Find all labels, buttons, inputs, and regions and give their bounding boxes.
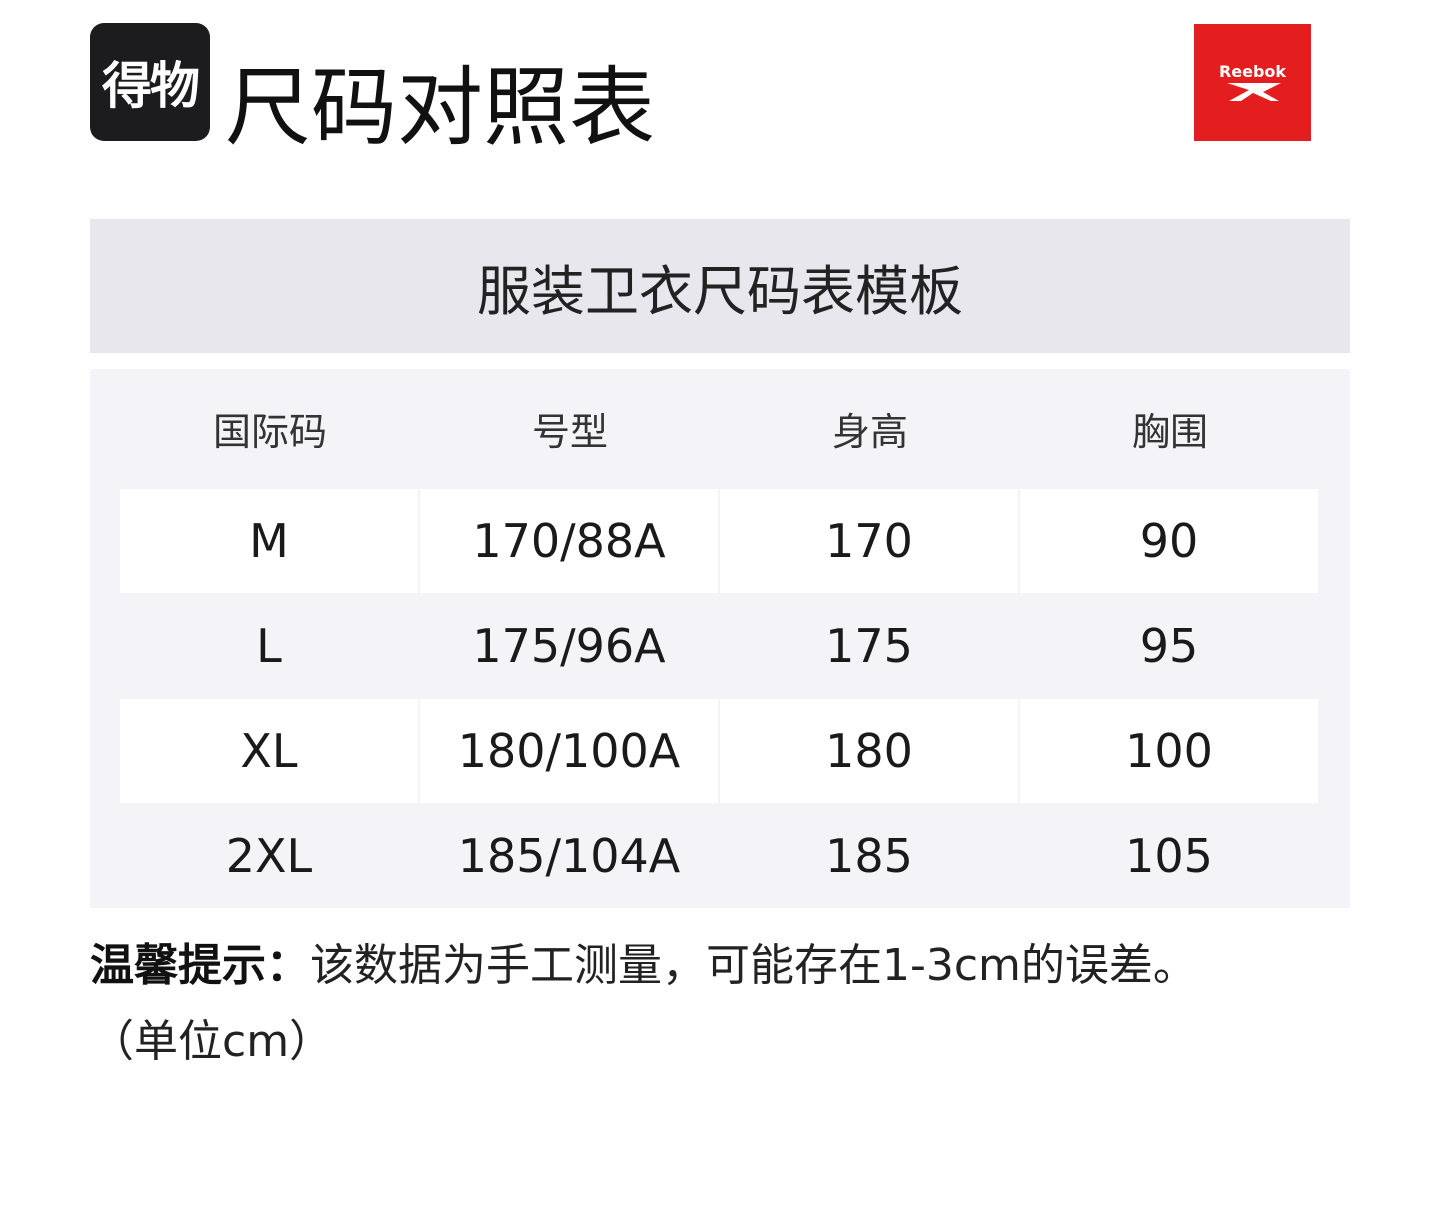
table-cell: M bbox=[120, 489, 418, 593]
table-cell: 180/100A bbox=[420, 699, 718, 803]
table-cell: 100 bbox=[1020, 699, 1318, 803]
table-cell: 170/88A bbox=[420, 489, 718, 593]
note-text: 该数据为手工测量，可能存在1-3cm的误差。 bbox=[310, 940, 1197, 991]
page-title: 尺码对照表 bbox=[225, 58, 655, 158]
table-cell: 185 bbox=[825, 829, 913, 883]
note-label: 温馨提示： bbox=[90, 940, 310, 991]
column-header: 胸围 bbox=[1131, 410, 1208, 454]
table-cell: 175/96A bbox=[472, 619, 666, 673]
table-row: L 175/96A 175 95 bbox=[120, 594, 1318, 698]
table-cell: 180 bbox=[720, 699, 1018, 803]
reebok-logo-text: Reebok bbox=[1218, 61, 1287, 81]
column-header: 国际码 bbox=[212, 410, 327, 454]
measurement-note: 温馨提示：该数据为手工测量，可能存在1-3cm的误差。 （单位cm） bbox=[90, 928, 1390, 1080]
table-row: 2XL 185/104A 185 105 bbox=[120, 804, 1318, 908]
table-title: 服装卫衣尺码表模板 bbox=[90, 219, 1350, 353]
table-cell: 2XL bbox=[225, 829, 313, 883]
table-header-row: 国际码 号型 身高 胸围 bbox=[120, 369, 1320, 488]
column-header: 号型 bbox=[531, 410, 608, 454]
note-unit: （单位cm） bbox=[90, 1016, 334, 1067]
table-cell: 185/104A bbox=[457, 829, 681, 883]
column-header: 身高 bbox=[831, 410, 908, 454]
reebok-logo: Reebok bbox=[1194, 24, 1311, 141]
table-cell: 105 bbox=[1125, 829, 1213, 883]
table-cell: 90 bbox=[1020, 489, 1318, 593]
table-cell: XL bbox=[120, 699, 418, 803]
table-row: XL 180/100A 180 100 bbox=[120, 699, 1318, 803]
dewu-logo-text: 得物 bbox=[102, 57, 200, 115]
table-cell: 170 bbox=[720, 489, 1018, 593]
table-cell: 95 bbox=[1139, 619, 1199, 673]
table-cell: L bbox=[256, 619, 282, 673]
table-row: M 170/88A 170 90 bbox=[120, 489, 1318, 593]
reebok-vector-icon bbox=[1226, 82, 1281, 101]
table-cell: 175 bbox=[825, 619, 913, 673]
size-table: 国际码 号型 身高 胸围 M 170/88A 170 90 L 175/96A … bbox=[90, 369, 1350, 908]
dewu-logo: 得物 bbox=[90, 23, 210, 141]
